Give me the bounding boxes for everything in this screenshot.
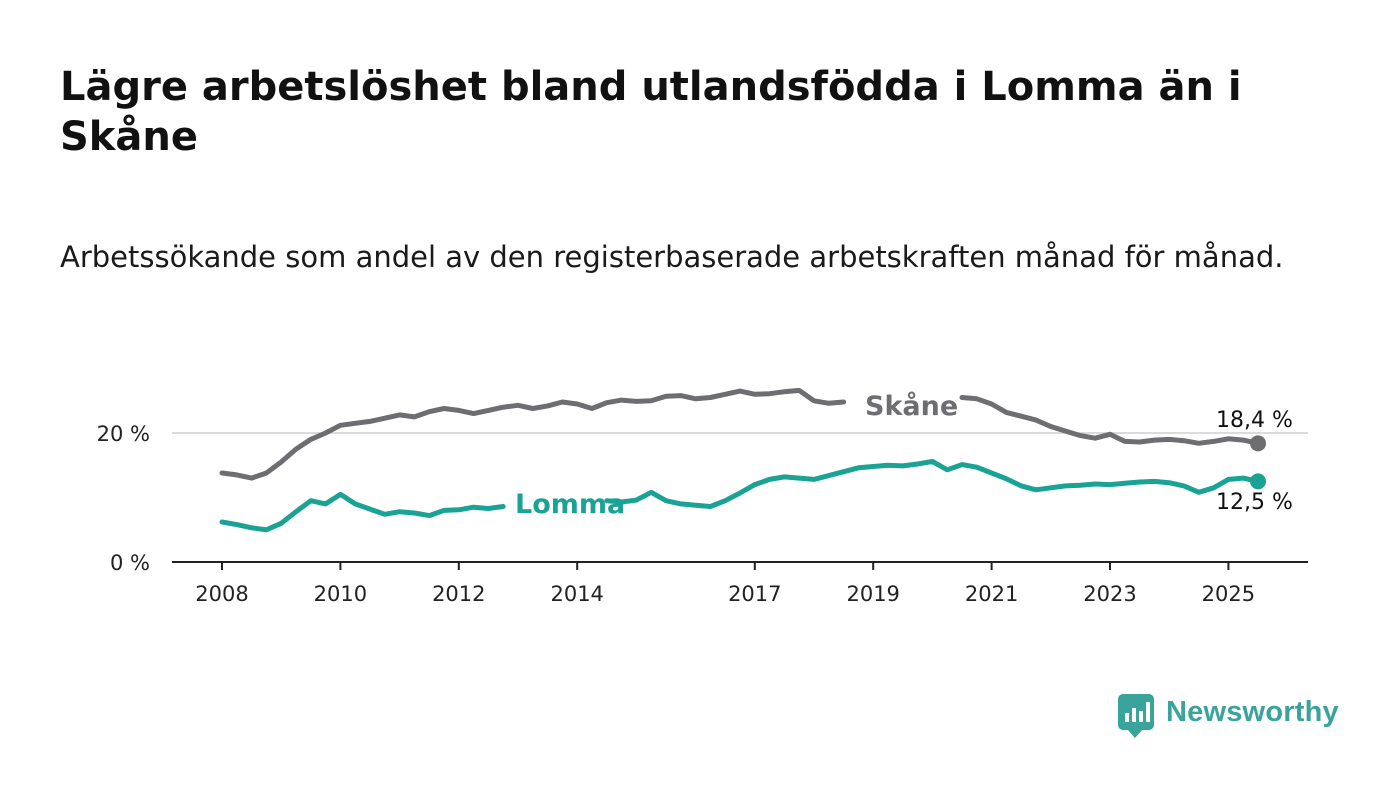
newsworthy-logo-icon [1118,694,1154,738]
x-tick-label: 2023 [1083,582,1136,606]
x-tick-label: 2008 [195,582,248,606]
series-label-skane: Skåne [865,390,958,422]
newsworthy-logo-text: Newsworthy [1166,695,1339,728]
x-ticks: 2008 2010 2012 2014 2017 2019 2021 2023 2025 [195,562,1255,606]
x-tick-label: 2014 [550,582,603,606]
y-tick-label: 0 % [110,551,150,575]
series-lines [219,387,1261,533]
chart-title: Lägre arbetslöshet bland utlandsfödda i … [60,64,1242,160]
x-tick-label: 2025 [1202,582,1255,606]
series-label-lomma: Lomma [515,489,625,520]
x-tick-label: 2021 [965,582,1018,606]
x-tick-label: 2019 [846,582,899,606]
series-end-markers [1250,435,1266,490]
end-label-skane: 18,4 % [1216,408,1293,433]
newsworthy-logo: Newsworthy [1118,690,1339,738]
y-ticks: 0 % 20 % [97,422,150,575]
series-end-dot [1250,473,1266,490]
x-tick-label: 2010 [314,582,367,606]
y-tick-label: 20 % [97,422,150,446]
x-tick-label: 2017 [728,582,781,606]
chart-subtitle: Arbetssökande som andel av den registerb… [60,240,1284,274]
x-tick-label: 2012 [432,582,485,606]
series-line-skne [219,387,1261,481]
series-line-lomma [219,458,1261,533]
series-end-dot [1250,435,1266,452]
end-label-lomma: 12,5 % [1216,490,1293,515]
